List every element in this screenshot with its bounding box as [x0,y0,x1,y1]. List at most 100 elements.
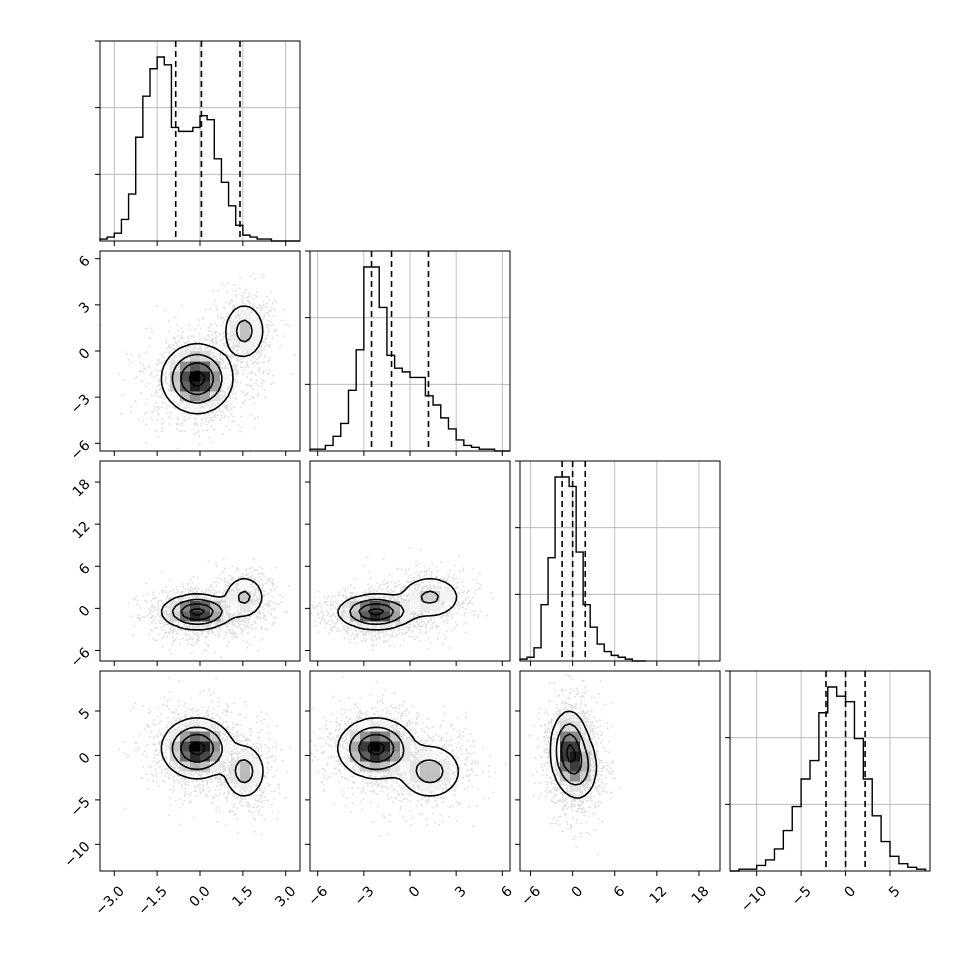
density-cell [240,591,251,602]
density-cell [170,371,181,382]
y-tick-label: 0 [76,603,94,621]
density-cell [410,761,421,772]
density-cell [370,611,381,622]
density-cell [360,741,371,752]
x-tick-label: 0 [842,883,860,901]
x-tick-label: 1.5 [229,883,256,910]
density-cell [200,381,211,392]
density-cell [240,781,251,792]
density-cell [220,371,231,382]
x-tick-label: 6 [611,883,629,901]
histogram-3 [730,686,927,872]
density-cell [190,721,201,732]
hist-panel-0 [95,40,301,242]
density-cell [390,751,401,762]
density-cell [560,771,571,782]
density-cell [370,731,381,742]
density-cell [550,751,561,762]
density-cell [400,751,411,762]
histogram-0 [99,56,300,242]
density-cell [210,611,221,622]
contour-3-2-2 [560,733,583,775]
x-tick-label: 3.0 [272,883,299,910]
density-cell [410,601,421,612]
density-cell [200,361,211,372]
density-cell [580,761,591,772]
density-cell [240,771,251,782]
density-cell [190,761,201,772]
density-cell [420,591,431,602]
x-tick-label: −3 [352,883,378,909]
density-cell [190,751,201,762]
density-cell [230,771,241,782]
density-cell [170,751,181,762]
density-cell [580,751,591,762]
density-cell [170,381,181,392]
contour-3-1-3 [367,741,385,756]
y-tick-label: −6 [68,645,94,671]
density-cell [430,751,441,762]
density-cell [380,741,391,752]
y-tick-label: −3 [68,391,94,417]
density-cell [240,321,251,332]
contour-3-0-3 [188,741,206,756]
density-cell [200,371,211,382]
hist-frame-2 [519,460,721,662]
density-cell [180,361,191,372]
x-tick-label: −6 [305,883,331,909]
pair-panel-3-2 [515,670,721,872]
density-cell [370,761,381,772]
density-cell [210,731,221,742]
density-cell [390,601,401,612]
density-cell [190,741,201,752]
density-cell [220,751,231,762]
contour-1-0-3 [188,370,206,387]
density-cell [440,761,451,772]
histogram-1 [309,266,510,452]
density-cell [380,761,391,772]
y-tick-label: 18 [70,476,94,500]
hist-panel-3 [725,670,931,872]
density-cell [430,771,441,782]
density-cell [430,601,441,612]
density-cell [210,601,221,612]
density-cell [200,601,211,612]
density-cell [230,601,241,612]
density-cell [350,751,361,762]
density-cell [200,721,211,732]
density-cell [420,771,431,782]
pair-panel-3-0: −10 −5 0 5 [61,670,301,872]
density-cell [350,611,361,622]
x-tick-label: −6 [518,883,544,909]
density-cell [230,591,241,602]
contour-2-0-0 [160,577,263,631]
scatter-2-1 [310,547,494,651]
y-tick-label: 0 [76,345,94,363]
x-tick-label: 0.0 [187,883,214,910]
y-tick-label: 3 [76,299,94,317]
x-tick-label: −3.0 [93,883,128,918]
contour-3-1-0 [337,717,460,797]
density-cell [360,721,371,732]
density-cell [420,761,431,772]
contour-3-2-1 [555,723,590,786]
contour-2-1-2 [358,603,395,621]
density-cell [380,721,391,732]
density-cell [240,581,251,592]
density-cell [380,751,391,762]
density-cell [400,611,411,622]
density-cell [570,761,581,772]
density-cell [550,741,561,752]
density-cell [170,731,181,742]
density-cell [570,731,581,742]
density-cell [190,351,201,362]
density-cell [350,601,361,612]
density-cell [370,601,381,612]
density-cell [250,321,261,332]
density-cell [210,381,221,392]
density-cell [200,611,211,622]
density-cell [370,751,381,762]
y-tick-label: −5 [68,794,94,820]
density-cell [230,331,241,342]
density-cell [350,741,361,752]
